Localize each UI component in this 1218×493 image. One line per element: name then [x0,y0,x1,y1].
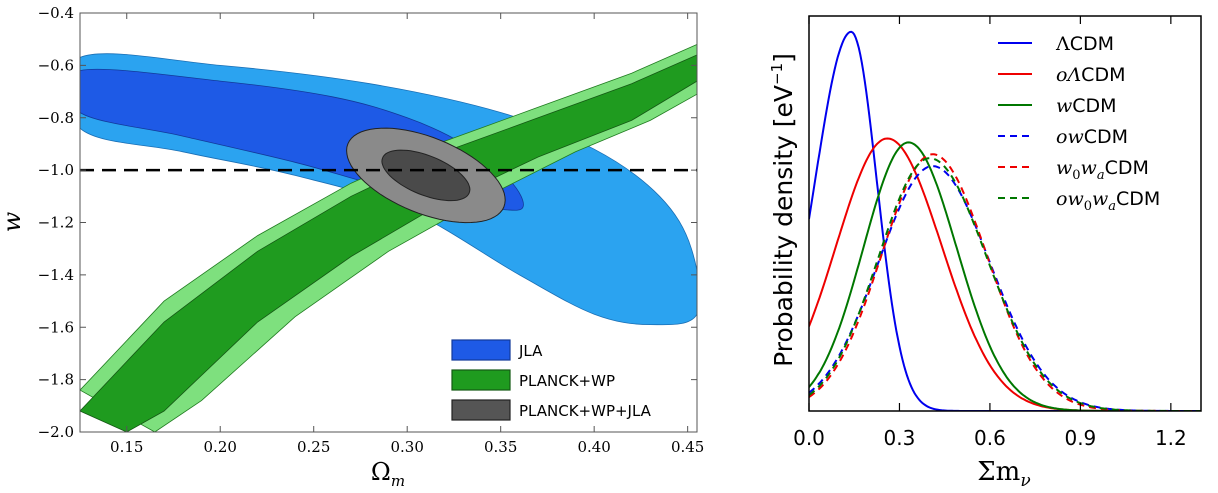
right-x-tick-label: 1.2 [1155,426,1187,450]
left-y-axis-label: w [0,211,26,232]
density-curve-ΛCDM [809,30,1201,411]
left-x-tick-label: 0.30 [390,438,423,456]
left-y-tick-label: −1.6 [38,318,74,336]
right-legend-label: w0waCDM [1056,157,1149,183]
left-x-tick-label: 0.15 [110,438,143,456]
left-x-tick-label: 0.20 [204,438,237,456]
density-curve-oΛCDM [809,137,1201,411]
right-legend-label: ow0waCDM [1056,188,1160,214]
right-plot-frame [808,15,1202,412]
right-legend-label: wCDM [1056,95,1117,117]
left-legend-swatch [451,369,511,391]
right-x-tick-label: 0.0 [793,426,825,450]
left-x-tick-label: 0.25 [297,438,330,456]
left-legend-label: JLA [518,342,543,360]
left-x-tick-label: 0.45 [671,438,704,456]
left-y-tick-label: −1.0 [38,161,74,179]
left-y-tick-label: −0.6 [38,56,74,74]
right-x-tick-label: 0.6 [974,426,1006,450]
right-density-panel: 0.0 0.3 0.6 0.9 1.2 Σmν Probability density … [768,15,1202,491]
left-x-axis-label: Ωm [371,458,405,490]
left-contour-panel: 0.15 0.20 0.25 0.30 0.35 0.40 0.45 −0.4 −0.6 −0.… [0,4,704,490]
left-y-tick-label: −1.4 [38,266,74,284]
density-curve-w0waCDM [809,153,1201,411]
left-x-tick-label: 0.35 [484,438,517,456]
right-legend: ΛCDM oΛCDM wCDM owCDM w0waCDM ow0waCDM [998,33,1160,214]
right-legend-label: owCDM [1056,126,1128,148]
left-y-tick-label: −1.2 [38,214,74,232]
density-curve-wCDM [809,141,1201,411]
left-legend-swatch [451,339,511,361]
right-x-axis-label: Σmν [977,457,1030,491]
left-legend: JLA PLANCK+WP PLANCK+WP+JLA [451,339,652,421]
right-legend-label: oΛCDM [1056,64,1125,86]
left-y-tick-label: −0.8 [38,109,74,127]
right-legend-label: ΛCDM [1055,33,1114,55]
combined-inner-contour [381,149,471,202]
left-legend-label: PLANCK+WP [519,372,615,390]
planck-inner-contour [80,54,697,432]
left-legend-swatch [451,399,511,421]
left-y-tick-label: −2.0 [38,423,74,441]
right-x-tick-label: 0.3 [884,426,916,450]
left-x-tick-label: 0.40 [577,438,610,456]
right-y-axis-label: Probability density [eV−1] [768,53,798,367]
left-y-tick-label: −0.4 [38,4,74,22]
right-x-tick-label: 0.9 [1064,426,1096,450]
left-y-tick-label: −1.8 [38,371,74,389]
left-legend-label: PLANCK+WP+JLA [519,402,652,420]
